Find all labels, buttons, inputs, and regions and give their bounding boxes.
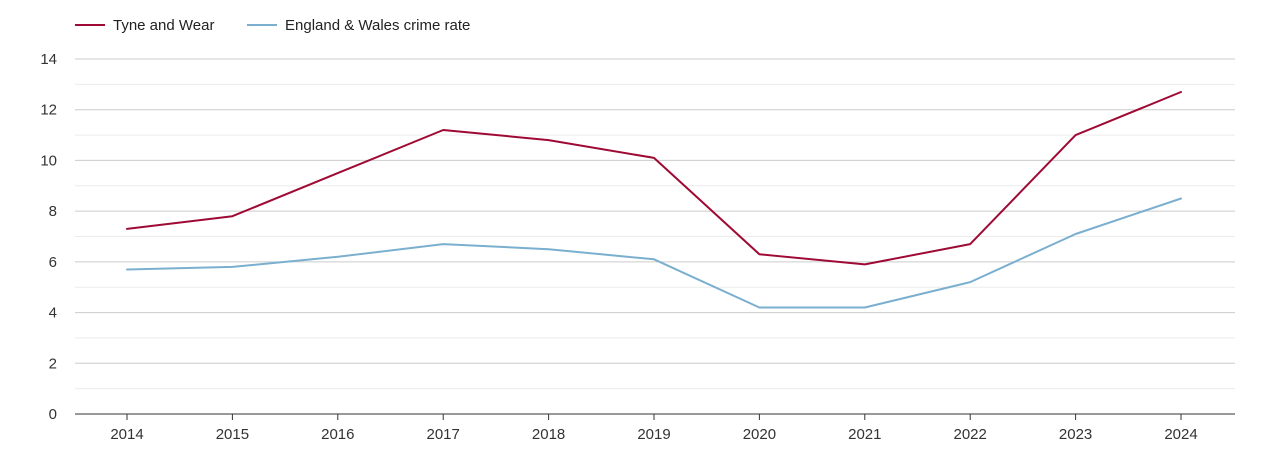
x-tick-label: 2024 [1164,426,1197,443]
y-tick-label: 2 [49,355,57,372]
legend: Tyne and Wear England & Wales crime rate [75,17,470,34]
legend-label: England & Wales crime rate [285,17,470,34]
x-tick-label: 2023 [1059,426,1092,443]
series-group [126,91,1182,309]
series-line-0 [126,91,1182,266]
grid [75,58,1235,390]
x-axis: 2014 2015 2016 2017 2018 2019 2020 2021 2022 2023… [110,414,1198,443]
y-axis: 0 2 4 6 8 10 12 14 [40,51,57,423]
x-tick-label: 2017 [427,426,460,443]
x-tick-label: 2018 [532,426,565,443]
y-tick-label: 10 [40,152,57,169]
x-tick-label: 2016 [321,426,354,443]
y-tick-label: 6 [49,254,57,271]
y-tick-label: 12 [40,102,57,119]
y-tick-label: 8 [49,203,57,220]
legend-label: Tyne and Wear [113,17,214,34]
y-tick-label: 14 [40,51,57,68]
y-tick-label: 0 [49,406,57,423]
x-tick-label: 2021 [848,426,881,443]
x-tick-label: 2022 [954,426,987,443]
series-line-1 [126,197,1182,309]
y-tick-label: 4 [49,305,57,322]
x-tick-label: 2014 [110,426,143,443]
x-tick-label: 2015 [216,426,249,443]
x-tick-label: 2020 [743,426,776,443]
x-tick-label: 2019 [637,426,670,443]
